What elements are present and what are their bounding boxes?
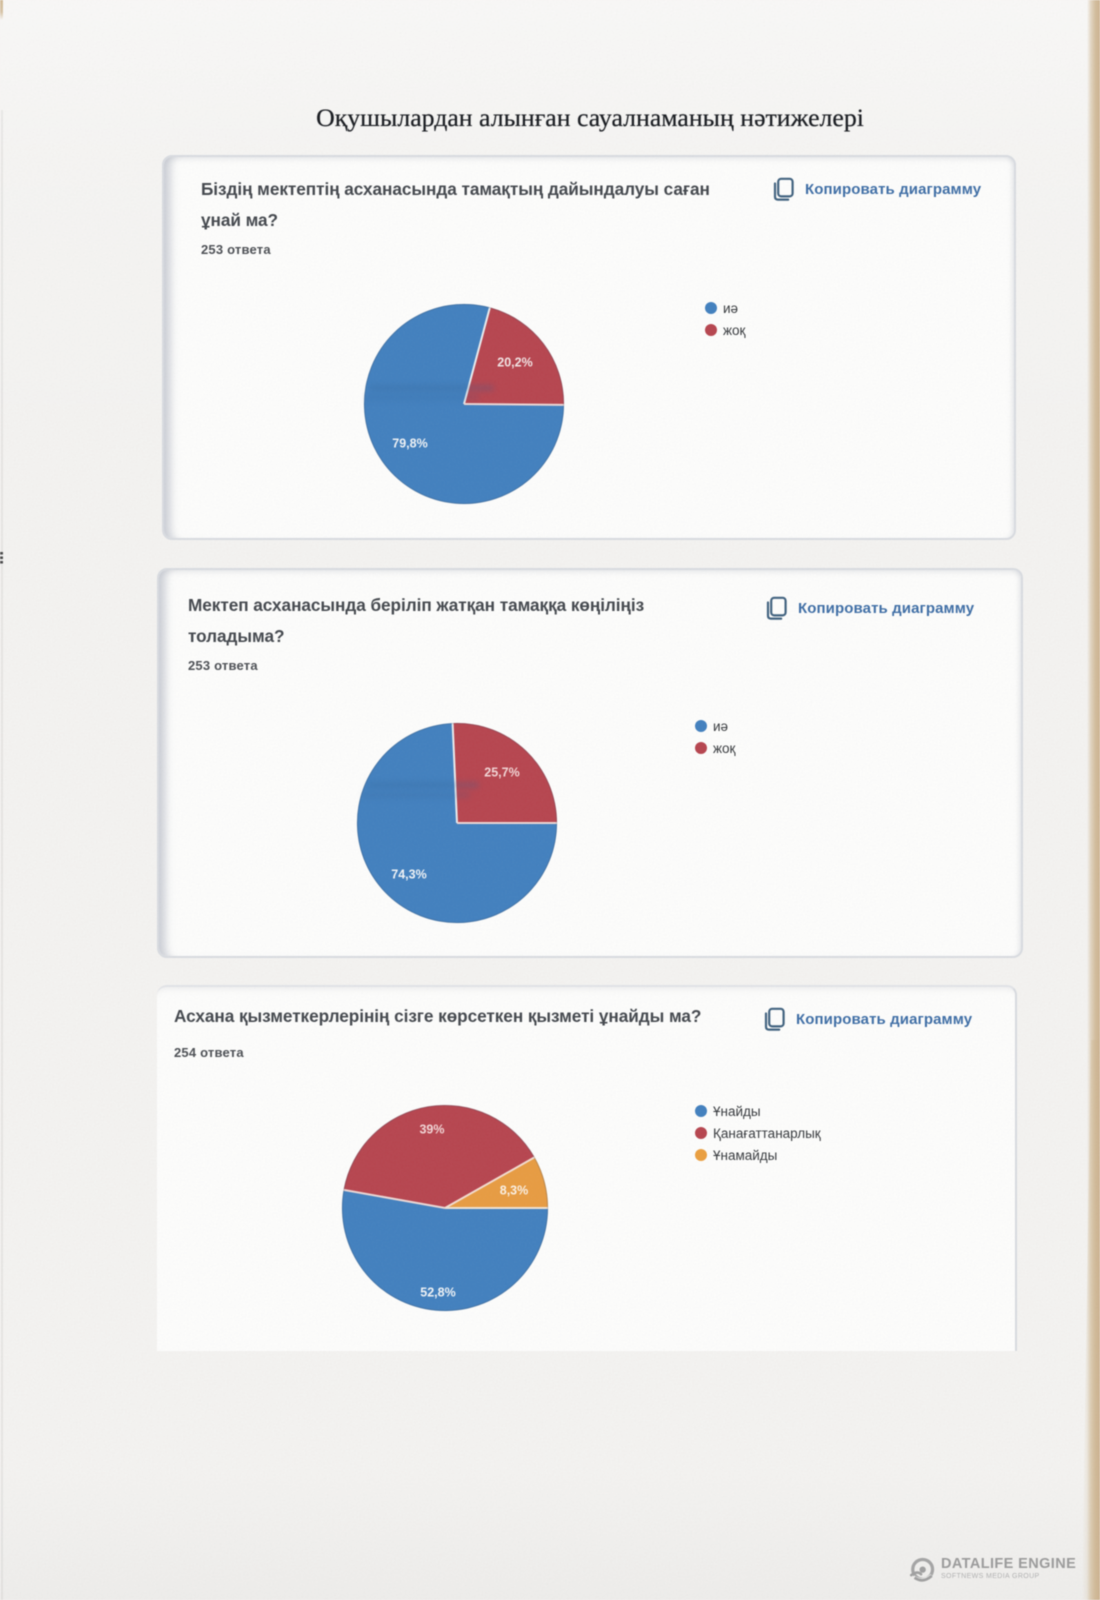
svg-text:20,2%: 20,2% [497,356,532,370]
svg-text:8,3%: 8,3% [500,1184,529,1198]
svg-text:74,3%: 74,3% [391,868,426,882]
svg-text:39%: 39% [419,1123,444,1137]
svg-text:25,7%: 25,7% [484,766,519,780]
svg-text:52,8%: 52,8% [420,1286,455,1300]
svg-text:79,8%: 79,8% [392,437,427,451]
